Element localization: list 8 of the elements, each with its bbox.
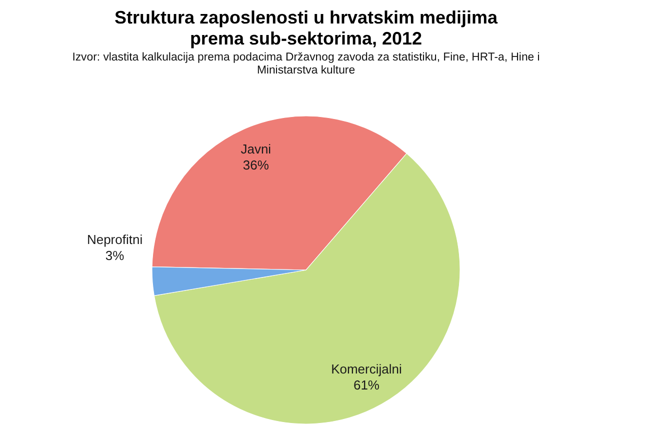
data-label: 36%: [242, 157, 270, 172]
slice-label: Neprofitni: [86, 232, 143, 247]
chart-title: Struktura zaposlenosti u hrvatskim medijima prema sub-sektorima, 2012: [114, 8, 499, 49]
text: Izvor: vlastita kalkulacija prema podacima Državnog zavoda za statistiku, Fine, HRT-a, Hine i Ministarstva kulture: [72, 52, 540, 77]
slice-label: Komercijalni: [331, 361, 402, 376]
data-label: 61%: [353, 377, 380, 392]
slice-label: Javni: [240, 141, 272, 156]
data-label: 3%: [105, 248, 125, 263]
